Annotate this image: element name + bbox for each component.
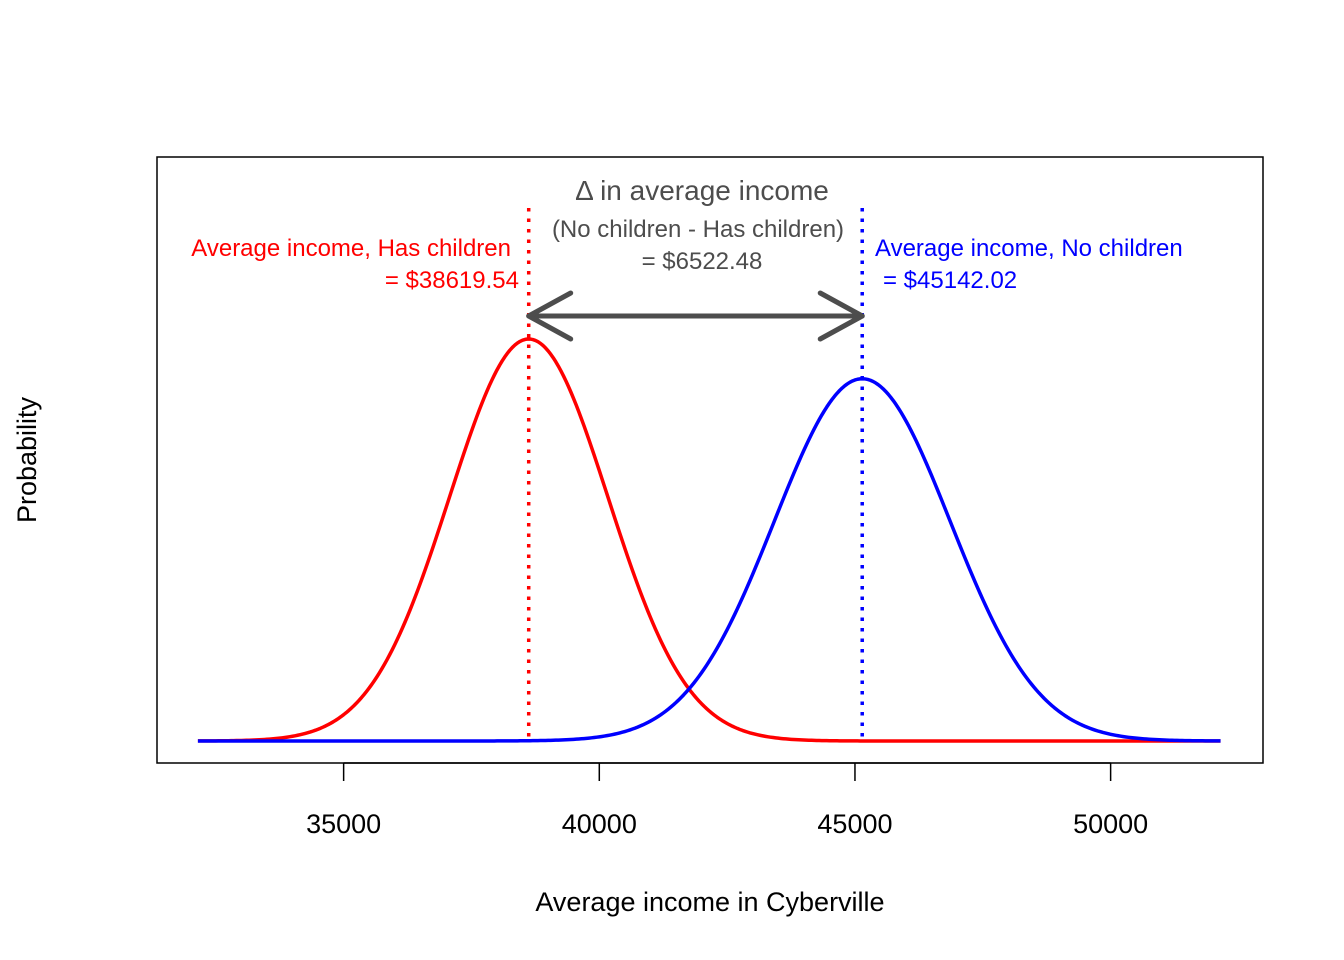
- delta-title-text: in average income: [592, 175, 829, 206]
- delta-value: = $6522.48: [642, 248, 763, 275]
- delta-subtitle: (No children - Has children): [552, 216, 844, 243]
- x-axis-title: Average income in Cyberville: [535, 887, 884, 917]
- x-axis: 35000 40000 45000 50000: [306, 762, 1148, 839]
- delta-arrow-right-head: [817, 290, 865, 342]
- delta-title: Δ in average income: [575, 175, 829, 206]
- blue-annotation-line2: = $45142.02: [883, 267, 1017, 294]
- mean-lines: [526, 208, 864, 741]
- density-curve-has-children: [197, 337, 1221, 743]
- x-tick-label: 50000: [1073, 809, 1148, 839]
- delta-arrow-left-head: [526, 290, 574, 342]
- delta-arrow: [526, 290, 865, 342]
- density-curves: [197, 337, 1221, 743]
- x-tick-label: 35000: [306, 809, 381, 839]
- red-annotation-line2: = $38619.54: [385, 267, 519, 294]
- density-curve-no-children: [197, 376, 1221, 743]
- x-tick-label: 40000: [562, 809, 637, 839]
- red-annotation-line1: Average income, Has children: [191, 235, 511, 262]
- x-tick-label: 45000: [817, 809, 892, 839]
- blue-annotation-line1: Average income, No children: [875, 235, 1183, 262]
- delta-symbol: Δ: [575, 175, 593, 206]
- y-axis-title: Probability: [12, 396, 42, 523]
